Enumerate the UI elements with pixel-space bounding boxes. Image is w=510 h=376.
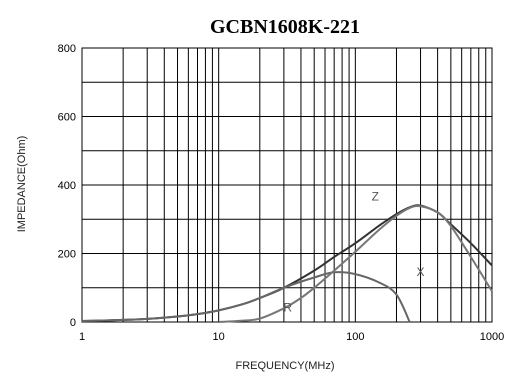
curves <box>81 204 493 323</box>
x-tick-label: 1000 <box>480 331 504 343</box>
chart-title: GCBN1608K-221 <box>210 16 360 38</box>
plot-frame <box>81 47 493 323</box>
x-tick-label: 10 <box>213 331 225 343</box>
x-tick-label: 100 <box>346 331 364 343</box>
x-tick-label: 1 <box>79 331 85 343</box>
y-tick-label: 800 <box>58 43 76 55</box>
y-tick-label: 0 <box>70 317 76 329</box>
y-tick-label: 400 <box>58 180 76 192</box>
tick-labels: 1 10 100 1000 0 200 400 600 800 <box>58 43 505 343</box>
y-axis-label: IMPEDANCE(Ohm) <box>16 136 28 233</box>
y-tick-label: 600 <box>58 112 76 124</box>
curve-label-z: Z <box>372 189 379 203</box>
curve-labels: Z X R <box>283 189 424 314</box>
series-r-line <box>218 204 493 323</box>
grid <box>81 47 493 323</box>
curve-label-r: R <box>283 301 292 315</box>
curve-label-x: X <box>417 265 425 279</box>
x-axis-label: FREQUENCY(MHz) <box>236 360 335 372</box>
series-x-line <box>81 271 411 323</box>
y-tick-label: 200 <box>58 249 76 261</box>
